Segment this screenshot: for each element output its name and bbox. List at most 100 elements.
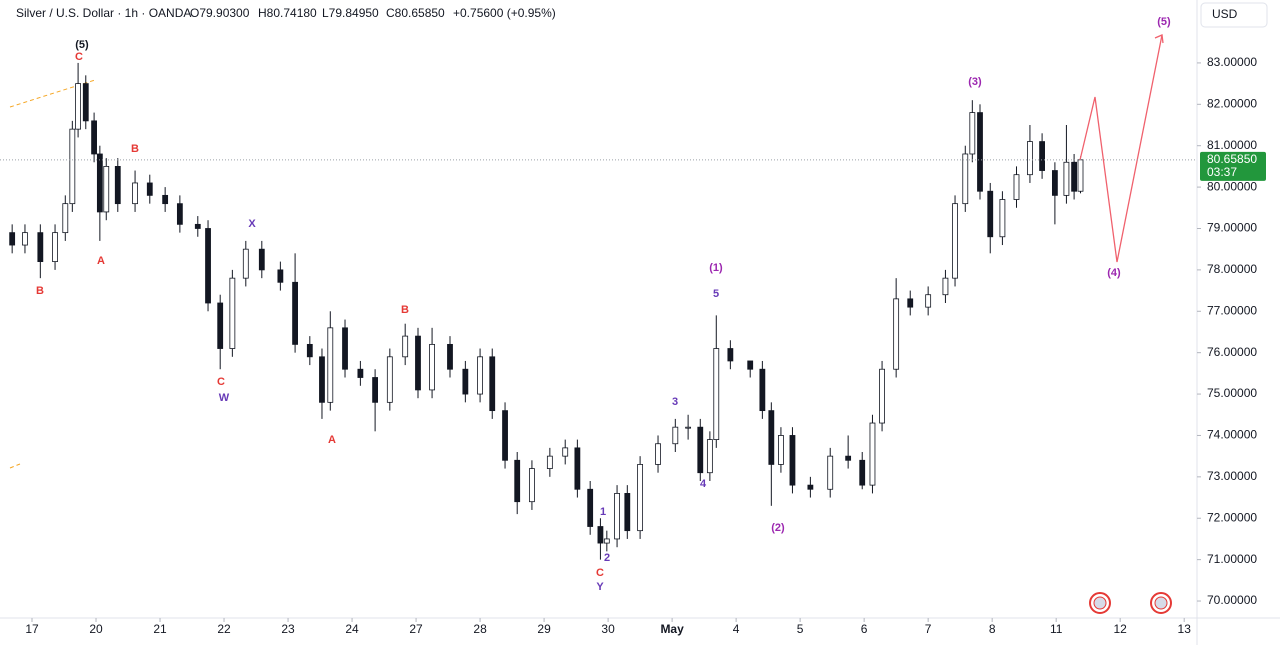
x-tick-label: May [660, 622, 684, 636]
candle-body [114, 166, 121, 205]
candle-body [987, 190, 994, 238]
wave-label: B [36, 285, 44, 297]
candle-body [789, 435, 796, 486]
wave-label: (2) [771, 522, 785, 534]
x-tick-label: 21 [153, 622, 167, 636]
y-tick-label: 75.00000 [1207, 386, 1257, 400]
x-tick-label: 17 [25, 622, 39, 636]
candle-body [357, 368, 364, 378]
candle-body [597, 526, 604, 544]
candle-body [727, 348, 734, 362]
wave-label: 4 [700, 478, 707, 490]
wave-label: W [219, 392, 230, 404]
candle-body [1027, 141, 1033, 176]
candle-body [75, 83, 81, 130]
wave-label: 2 [604, 552, 610, 564]
trend-line [9, 463, 21, 469]
candle-body [242, 248, 249, 279]
candle-body [327, 327, 334, 403]
candle-body [952, 203, 958, 279]
wave-label: A [328, 434, 336, 446]
last-price-label: 80.65850 [1207, 152, 1257, 166]
x-tick-label: 13 [1178, 622, 1192, 636]
candle-body [562, 447, 569, 457]
candle-body [9, 232, 16, 246]
candle-body [162, 194, 169, 205]
trend-line [9, 79, 96, 108]
candle-body [229, 277, 236, 349]
wave-label: B [401, 304, 409, 316]
candle-body [893, 298, 900, 370]
x-tick-label: 23 [281, 622, 295, 636]
candle-body [96, 153, 103, 213]
y-tick-label: 73.00000 [1207, 469, 1257, 483]
x-tick-label: 5 [797, 622, 804, 636]
candle-body [747, 360, 754, 370]
currency-button[interactable] [1200, 2, 1268, 28]
candle-body [962, 153, 969, 205]
candle-body [477, 356, 483, 395]
wave-label: X [248, 218, 256, 230]
candle-body [655, 443, 661, 465]
x-tick-label: 12 [1114, 622, 1128, 636]
y-tick-label: 78.00000 [1207, 262, 1257, 276]
candle-body [91, 120, 97, 155]
y-tick-label: 83.00000 [1207, 55, 1257, 69]
projection-path [1079, 34, 1163, 263]
candle-body [759, 368, 766, 412]
candle-body [386, 356, 393, 403]
x-tick-label: 4 [733, 622, 740, 636]
candle-body [713, 348, 720, 440]
event-icon[interactable] [1089, 592, 1111, 614]
candle-body [306, 343, 313, 358]
y-tick-label: 80.00000 [1207, 179, 1257, 193]
x-tick-label: 7 [925, 622, 932, 636]
candle-body [546, 455, 553, 469]
candle-body [685, 426, 692, 429]
candle-body [907, 298, 914, 308]
wave-label: (5) [1157, 16, 1171, 28]
candle-body [69, 128, 76, 205]
candle-body [502, 410, 508, 461]
projection-arrow [1154, 34, 1164, 44]
ohlc-open: O79.90300 [190, 6, 250, 20]
candle-body [82, 83, 89, 122]
currency[interactable]: USD [1212, 7, 1238, 21]
y-tick-label: 70.00000 [1207, 593, 1257, 607]
wave-label: B [131, 143, 139, 155]
wave-label: (4) [1107, 267, 1121, 279]
candle-body [132, 182, 138, 205]
x-tick-label: 24 [345, 622, 359, 636]
candle-body [1077, 159, 1084, 192]
x-tick-label: 27 [409, 622, 423, 636]
candle-body [372, 377, 379, 403]
candle-body [22, 232, 28, 246]
y-tick-label: 81.00000 [1207, 138, 1257, 152]
candle-body [462, 368, 469, 395]
candle-body [778, 435, 784, 465]
ohlc-change: +0.75600 (+0.95%) [453, 6, 556, 20]
event-icon[interactable] [1150, 592, 1172, 614]
ohlc-high: H80.74180 [258, 6, 317, 20]
candle-body [697, 426, 704, 474]
candle-body [859, 459, 866, 486]
wave-label: (3) [968, 76, 982, 88]
wave-label: Y [596, 581, 604, 593]
candle-body [319, 356, 325, 403]
x-tick-label: 8 [989, 622, 996, 636]
candle-body [925, 294, 932, 308]
candle-body [146, 182, 153, 196]
candle-body [277, 269, 284, 283]
candle-body [942, 277, 949, 296]
candle-body [489, 356, 496, 412]
candle-body [977, 112, 983, 192]
candle-body [672, 426, 679, 445]
ohlc-low: L79.84950 [322, 6, 379, 20]
x-tick-label: 30 [601, 622, 615, 636]
candle-body [292, 281, 298, 345]
wave-label: 5 [713, 288, 719, 300]
x-tick-label: 29 [537, 622, 551, 636]
